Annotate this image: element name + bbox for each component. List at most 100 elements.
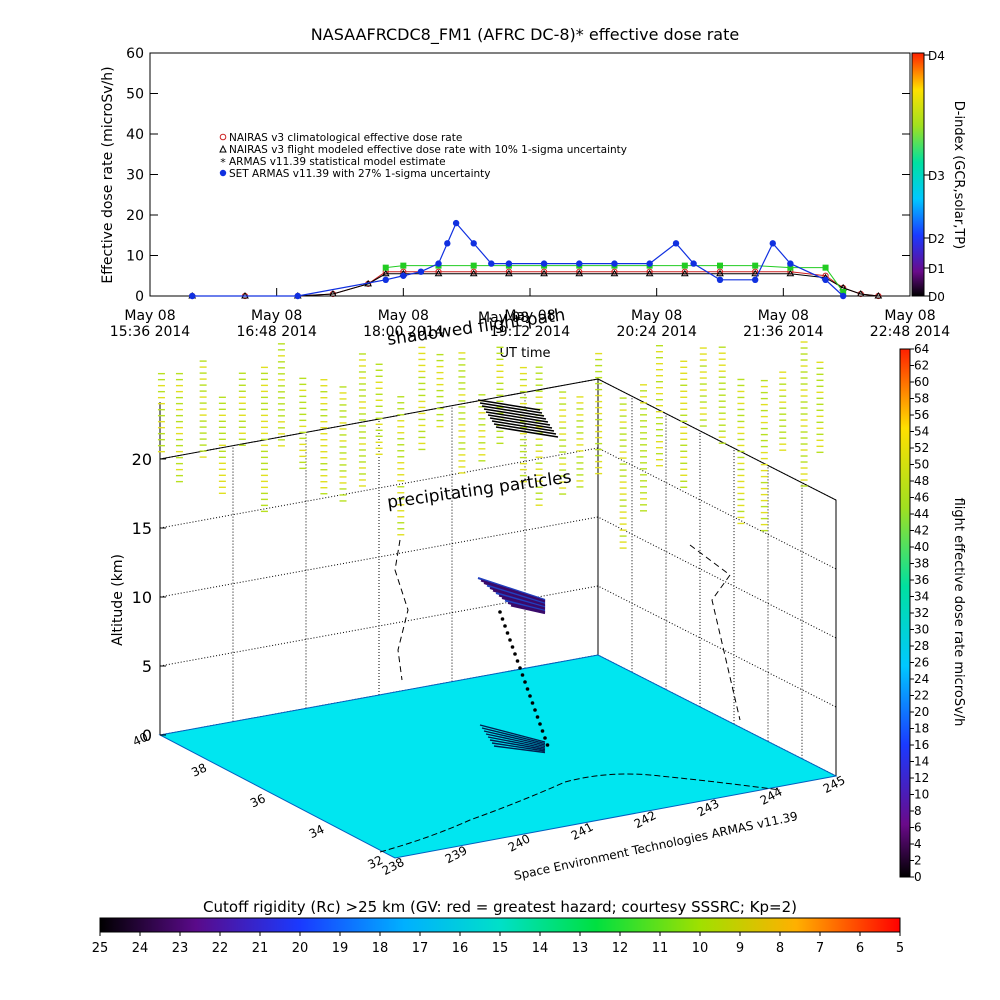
data-point xyxy=(434,269,443,277)
dose-tick-label: 54 xyxy=(914,425,929,439)
dindex-gradient xyxy=(911,52,925,297)
dose-gradient xyxy=(899,348,911,878)
series xyxy=(189,219,847,300)
x-tick-label-date: May 08 xyxy=(758,308,809,324)
dose-tick-label: 8 xyxy=(914,804,922,818)
legend-marker xyxy=(219,144,227,153)
data-point xyxy=(294,292,301,300)
legend-label: NAIRAS v3 flight modeled effective dose … xyxy=(229,144,627,156)
flight-track-point xyxy=(540,729,545,733)
dose-tick-label: 42 xyxy=(914,524,929,538)
flight-track-mark xyxy=(479,402,543,414)
latitude-tick-label: 34 xyxy=(307,822,327,841)
data-point xyxy=(575,269,584,277)
data-point xyxy=(540,268,548,275)
data-point xyxy=(690,260,697,267)
data-point xyxy=(646,268,653,275)
rc-ticks: 25 24 23 22 21 20 19 18 17 16 15 14 13 12 11 10 9 8 7 6 5 xyxy=(92,932,904,956)
rc-label: Cutoff rigidity (Rc) >25 km (GV: red = g… xyxy=(203,898,797,916)
rc-tick-label: 9 xyxy=(736,941,744,956)
dose-colorbar-label: flight effective dose rate microSv/h xyxy=(951,498,966,727)
dose-tick-label: 46 xyxy=(914,491,929,505)
rc-tick-label: 16 xyxy=(452,941,469,956)
x-tick-label-time: 18:00 2014 xyxy=(363,324,444,340)
legend-marker xyxy=(219,169,227,177)
flight-track-mark xyxy=(485,411,549,423)
data-point xyxy=(400,262,407,269)
data-point xyxy=(787,260,794,267)
flight-track-mark xyxy=(501,597,546,611)
data-point xyxy=(444,240,451,247)
dose-tick-label: 24 xyxy=(914,672,929,686)
flight-track-mark xyxy=(492,589,546,607)
dindex-tick-label: D0 xyxy=(928,290,945,304)
altitude-ticks: 0 5 10 15 20 xyxy=(132,450,166,745)
rc-tick-label: 6 xyxy=(856,941,864,956)
data-point xyxy=(822,276,829,283)
series xyxy=(382,262,847,295)
flight-track-floor-mark xyxy=(479,724,546,743)
flight-track-mark xyxy=(507,602,546,613)
rc-tick-label: 11 xyxy=(652,941,669,956)
data-point xyxy=(540,260,548,267)
legend-marker: * xyxy=(220,156,226,169)
data-point xyxy=(787,264,794,271)
flight-track-mark xyxy=(487,414,551,426)
y-tick-label: 60 xyxy=(126,46,144,62)
rc-tick-label: 14 xyxy=(532,941,549,956)
data-point xyxy=(611,268,618,275)
flight-track-mark xyxy=(504,599,546,612)
dose-tick-label: 34 xyxy=(914,590,929,604)
x-tick-label-date: May 08 xyxy=(251,308,302,324)
x-tick-label-date: May 08 xyxy=(631,308,682,324)
flight-track-floor-mark xyxy=(487,736,546,749)
data-point xyxy=(470,268,477,275)
dose-tick-label: 6 xyxy=(914,821,922,835)
dindex-tick-label: D4 xyxy=(928,49,945,63)
flight-track-floor-mark xyxy=(483,730,546,746)
flight-track-mark xyxy=(481,405,545,417)
y-axis-label: Effective dose rate (microSv/h) xyxy=(100,66,116,283)
x-tick-label-date: May 08 xyxy=(124,308,175,324)
dose-tick-label: 22 xyxy=(914,689,929,703)
legend-entry: SET ARMAS v11.39 with 27% 1-sigma uncert… xyxy=(219,168,491,180)
latitude-tick-label: 32 xyxy=(365,853,385,872)
flight-track-mark xyxy=(510,604,546,615)
data-point xyxy=(435,268,442,275)
data-point xyxy=(382,276,389,283)
x-tick-label-time: 19:12 2014 xyxy=(490,324,571,340)
data-point xyxy=(417,268,425,275)
x-tick-label-time: 21:36 2014 xyxy=(743,324,824,340)
flight-track-point xyxy=(500,617,505,621)
y-tick-label: 50 xyxy=(126,87,144,103)
flight-track-floor-mark xyxy=(489,739,546,751)
series xyxy=(188,269,883,299)
latitude-tick-label: 36 xyxy=(248,791,268,810)
legend-entry: * ARMAS v11.39 statistical model estimate xyxy=(220,156,445,169)
dose-tick-label: 44 xyxy=(914,507,929,521)
rc-tick-label: 25 xyxy=(92,941,109,956)
data-point xyxy=(752,268,759,275)
flight-track-point xyxy=(503,624,507,628)
data-point xyxy=(681,268,688,275)
flight-track-floor-mark xyxy=(491,742,546,752)
dose-tick-label: 0 xyxy=(914,870,922,884)
data-point xyxy=(189,292,196,300)
data-point xyxy=(470,262,477,269)
dose-tick-label: 18 xyxy=(914,722,929,736)
x-tick-label-time: 22:48 2014 xyxy=(870,324,951,340)
x-tick-label-date: May 08 xyxy=(504,308,555,324)
data-point xyxy=(681,262,688,269)
data-point xyxy=(680,269,689,277)
legend-marker xyxy=(219,133,227,141)
rc-tick-label: 21 xyxy=(252,941,269,956)
data-point xyxy=(381,269,390,277)
flight-track-mark xyxy=(498,594,546,610)
y-axis-ticks: 0 10 20 30 40 50 60 xyxy=(126,46,910,305)
altitude-tick-label: 5 xyxy=(142,657,152,676)
series-line xyxy=(192,271,879,297)
flight-track-point xyxy=(520,673,525,677)
x-tick-label-time: 16:48 2014 xyxy=(236,324,317,340)
